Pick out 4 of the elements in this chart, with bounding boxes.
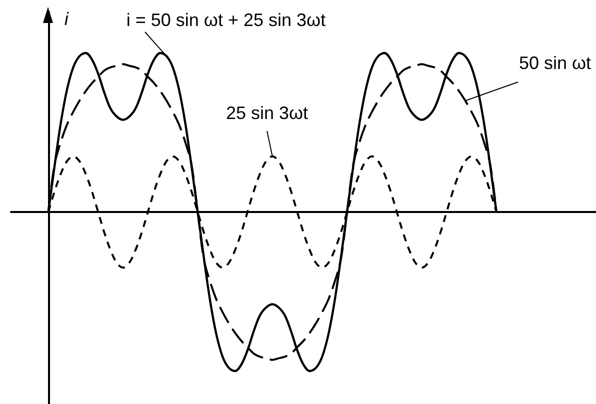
text: 50 sin ωt	[518, 53, 592, 73]
y-axis-title: i	[64, 9, 70, 29]
text: 25 sin 3ωt	[226, 103, 308, 123]
text: i = 50 sin ωt + 25 sin 3ωt	[126, 10, 326, 30]
